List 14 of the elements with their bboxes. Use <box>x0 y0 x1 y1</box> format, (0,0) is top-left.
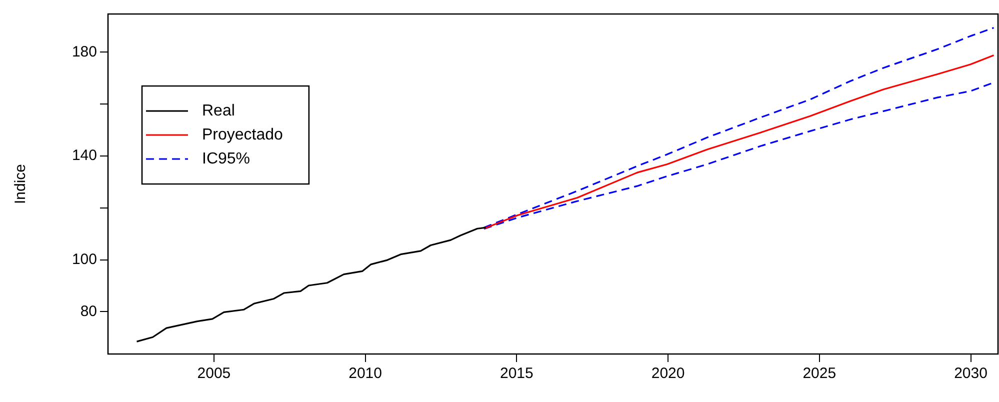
x-tick-label: 2005 <box>197 365 231 382</box>
legend-label: Proyectado <box>202 126 284 144</box>
legend-label: Real <box>202 102 235 120</box>
x-tick-label: 2020 <box>651 365 685 382</box>
y-tick-label: 140 <box>72 147 97 164</box>
y-tick-label: 180 <box>72 43 97 60</box>
x-tick-label: 2010 <box>348 365 382 382</box>
y-tick-label: 80 <box>80 302 97 320</box>
x-tick-label: 2015 <box>500 365 534 382</box>
x-tick-label: 2025 <box>802 365 836 382</box>
y-axis-title: Indice <box>12 164 30 204</box>
legend-label: IC95% <box>202 150 250 168</box>
x-tick-label: 2030 <box>954 365 988 382</box>
y-tick-label: 100 <box>72 250 97 268</box>
